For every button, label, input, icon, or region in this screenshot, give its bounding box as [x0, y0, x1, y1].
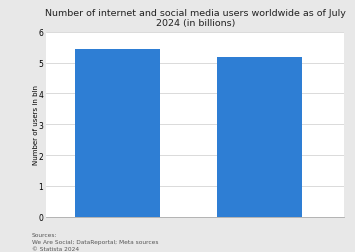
Title: Number of internet and social media users worldwide as of July 2024 (in billions: Number of internet and social media user…	[45, 9, 346, 28]
Y-axis label: Number of users in bln: Number of users in bln	[33, 85, 39, 165]
Bar	[75, 50, 160, 217]
Text: Sources:
We Are Social; DataReportal; Meta sources
© Statista 2024: Sources: We Are Social; DataReportal; Me…	[32, 233, 158, 251]
Bar	[217, 58, 302, 217]
